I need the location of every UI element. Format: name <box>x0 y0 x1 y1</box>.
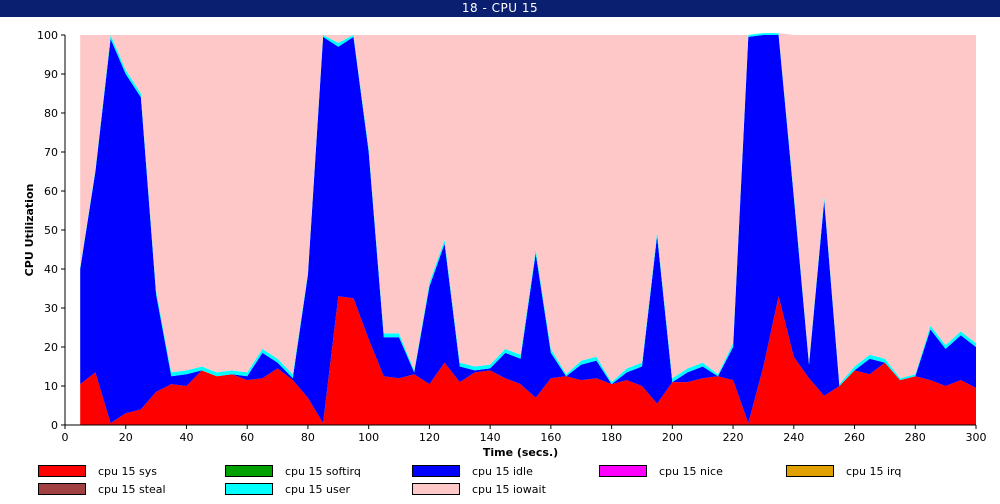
x-tick-label: 180 <box>601 431 622 444</box>
legend-item-softirq: cpu 15 softirq <box>225 465 361 479</box>
chart-legend: cpu 15 sys cpu 15 softirq cpu 15 idle cpu 1… <box>38 465 978 501</box>
legend-swatch <box>412 483 460 495</box>
y-tick-label: 80 <box>44 107 58 120</box>
legend-item-user: cpu 15 user <box>225 483 350 497</box>
legend-label: cpu 15 irq <box>846 465 902 478</box>
y-axis-label: CPU Utilization <box>23 184 36 277</box>
x-axis-label: Time (secs.) <box>483 446 558 459</box>
legend-label: cpu 15 steal <box>98 483 166 496</box>
y-tick-label: 100 <box>37 29 58 42</box>
y-tick-label: 60 <box>44 185 58 198</box>
y-tick-label: 70 <box>44 146 58 159</box>
x-tick-label: 200 <box>662 431 683 444</box>
x-tick-label: 20 <box>119 431 133 444</box>
legend-item-iowait: cpu 15 iowait <box>412 483 546 497</box>
x-tick-label: 260 <box>844 431 865 444</box>
legend-label: cpu 15 idle <box>472 465 533 478</box>
legend-swatch <box>225 483 273 495</box>
legend-item-idle: cpu 15 idle <box>412 465 533 479</box>
x-tick-label: 160 <box>540 431 561 444</box>
window-title: 18 - CPU 15 <box>0 0 1000 17</box>
legend-label: cpu 15 nice <box>659 465 723 478</box>
y-tick-label: 90 <box>44 68 58 81</box>
legend-swatch <box>38 483 86 495</box>
legend-item-irq: cpu 15 irq <box>786 465 901 479</box>
x-tick-label: 60 <box>240 431 254 444</box>
area-idle <box>80 35 976 424</box>
x-tick-label: 0 <box>62 431 69 444</box>
y-tick-label: 20 <box>44 341 58 354</box>
y-tick-label: 50 <box>44 224 58 237</box>
legend-label: cpu 15 user <box>285 483 350 496</box>
x-tick-label: 220 <box>723 431 744 444</box>
legend-label: cpu 15 sys <box>98 465 157 478</box>
x-tick-label: 140 <box>480 431 501 444</box>
x-tick-label: 40 <box>179 431 193 444</box>
y-tick-label: 30 <box>44 302 58 315</box>
legend-swatch <box>412 465 460 477</box>
legend-label: cpu 15 iowait <box>472 483 546 496</box>
x-tick-label: 280 <box>905 431 926 444</box>
legend-swatch <box>599 465 647 477</box>
legend-item-sys: cpu 15 sys <box>38 465 157 479</box>
x-tick-label: 240 <box>783 431 804 444</box>
legend-swatch <box>225 465 273 477</box>
legend-item-steal: cpu 15 steal <box>38 483 166 497</box>
x-tick-label: 80 <box>301 431 315 444</box>
x-tick-label: 120 <box>419 431 440 444</box>
legend-label: cpu 15 softirq <box>285 465 361 478</box>
area-iowait <box>80 33 976 385</box>
area-sys <box>80 296 976 425</box>
cpu-utilization-chart: 0 20 40 60 80 100 120 140 160 180 200 220 240 260 280 3… <box>23 29 987 459</box>
y-tick-label: 0 <box>51 419 58 432</box>
x-tick-label: 300 <box>966 431 987 444</box>
legend-swatch <box>786 465 834 477</box>
y-tick-label: 40 <box>44 263 58 276</box>
legend-swatch <box>38 465 86 477</box>
legend-item-nice: cpu 15 nice <box>599 465 723 479</box>
x-tick-label: 100 <box>358 431 379 444</box>
y-tick-label: 10 <box>44 380 58 393</box>
